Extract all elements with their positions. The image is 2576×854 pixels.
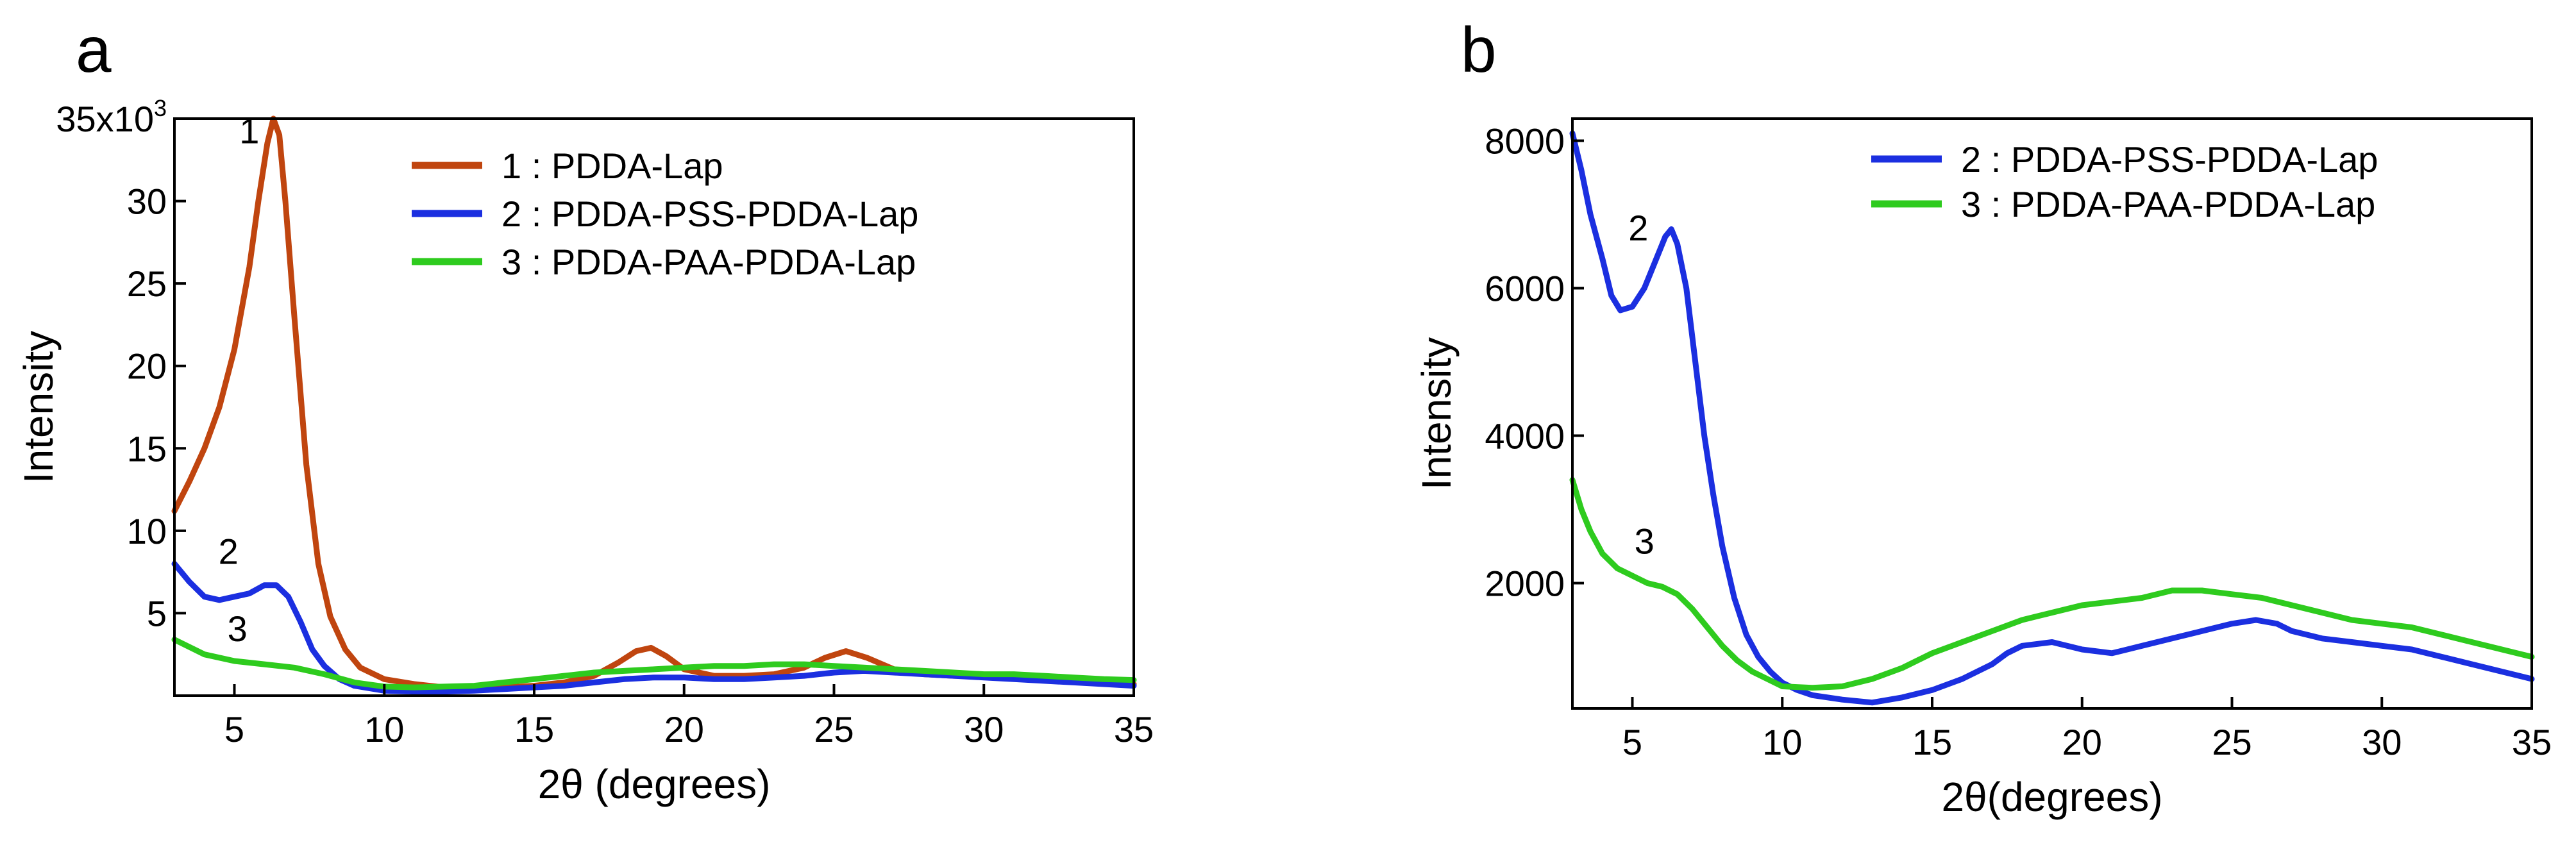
x-tick-label: 20: [664, 709, 704, 749]
chart-panel-b: b5 10 15 20 25 30 3520004000600080002θ(degrees…: [1413, 14, 2552, 820]
legend-label-3: 3 : PDDA-PAA-PDDA-Lap: [501, 242, 916, 282]
curve-label-2: 2: [219, 531, 239, 571]
x-axis-title-suffix: (degrees): [584, 761, 771, 807]
x-tick-label: 30: [964, 709, 1004, 749]
x-axis-title-prefix: 2: [1941, 774, 1964, 820]
y-tick-label: 30: [127, 181, 167, 222]
plot-frame: [1571, 117, 2533, 710]
y-tick-label: 25: [127, 264, 167, 304]
x-tick-label: 5: [1622, 722, 1642, 762]
x-tick-label: 10: [364, 709, 404, 749]
legend-label-2: 2 : PDDA-PSS-PDDA-Lap: [1961, 139, 2378, 180]
y-tick-label: 35x103: [56, 95, 167, 139]
plot-frame: [173, 117, 1135, 697]
x-axis-title-prefix: 2: [538, 761, 561, 807]
x-tick-label: 10: [1762, 722, 1802, 762]
x-axis-title-symbol: θ: [560, 761, 584, 807]
series-line-3: [171, 637, 1137, 691]
panel-label: b: [1461, 14, 1497, 86]
curve-label-3: 3: [228, 608, 248, 649]
legend-label-3: 3 : PDDA-PAA-PDDA-Lap: [1961, 184, 2375, 224]
series-line-2: [1569, 130, 2535, 706]
x-axis-title-suffix: (degrees): [1987, 774, 2163, 820]
x-tick-label: 25: [2212, 722, 2252, 762]
y-tick-label: 6000: [1485, 269, 1565, 309]
y-tick-label: 15: [127, 428, 167, 469]
curve-label-2: 2: [1628, 208, 1648, 248]
y-axis-title: Intensity: [1413, 337, 1460, 490]
legend-label-1: 1 : PDDA-Lap: [501, 146, 723, 186]
y-exponent: 3: [154, 95, 167, 121]
y-axis-title: Intensity: [15, 331, 62, 483]
y-tick-label: 8000: [1485, 121, 1565, 162]
x-tick-label: 35: [2512, 722, 2552, 762]
x-axis-title-symbol: θ: [1964, 774, 1987, 820]
y-tick-label: 20: [127, 346, 167, 387]
panel-label: a: [76, 14, 112, 86]
x-tick-label: 20: [2062, 722, 2102, 762]
x-tick-label: 30: [2362, 722, 2402, 762]
x-axis-title: 2θ(degrees): [1941, 774, 2162, 820]
y-tick-label: 10: [127, 511, 167, 551]
curve-label-3: 3: [1635, 521, 1654, 562]
x-tick-label: 5: [224, 709, 244, 749]
x-tick-label: 15: [514, 709, 554, 749]
x-tick-label: 15: [1912, 722, 1952, 762]
series-line-2: [171, 560, 1137, 695]
series-line-3: [1569, 477, 2535, 691]
x-tick-label: 35: [1114, 709, 1154, 749]
y-tick-label: 2000: [1485, 564, 1565, 604]
x-tick-label: 25: [814, 709, 854, 749]
y-tick-label: 4000: [1485, 416, 1565, 456]
x-axis-title: 2θ (degrees): [538, 761, 771, 807]
y-tick-label: 5: [147, 593, 167, 633]
legend-label-2: 2 : PDDA-PSS-PDDA-Lap: [501, 194, 918, 234]
curve-label-1: 1: [239, 111, 259, 151]
